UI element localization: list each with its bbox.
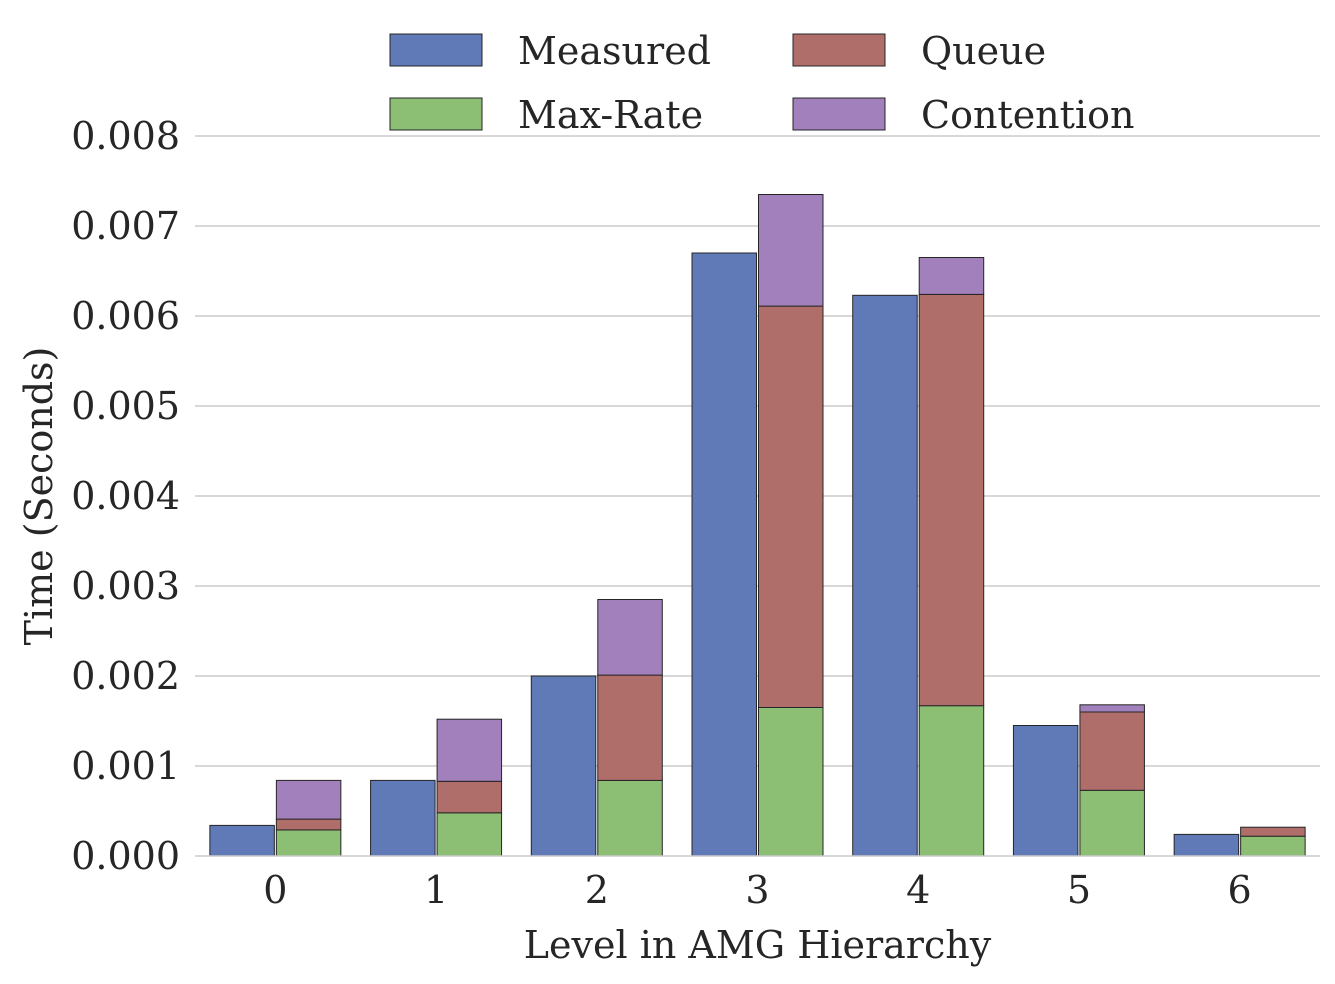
bar-max-rate-level-3 — [758, 707, 824, 857]
bar-queue-level-3 — [758, 305, 824, 708]
bar-measured-level-0 — [209, 824, 275, 857]
legend-swatch-max-rate — [389, 97, 483, 131]
x-tick-label: 4 — [906, 868, 930, 912]
y-tick-label: 0.006 — [71, 294, 180, 338]
bar-contention-level-4 — [918, 257, 985, 295]
bar-max-rate-level-0 — [275, 829, 342, 857]
y-tick-label: 0.000 — [71, 834, 180, 878]
x-tick-label: 2 — [585, 868, 609, 912]
bar-max-rate-level-6 — [1240, 835, 1306, 857]
bar-contention-level-1 — [436, 718, 503, 782]
bar-queue-level-2 — [597, 674, 663, 781]
y-tick-label: 0.005 — [71, 384, 180, 428]
y-tick-label: 0.002 — [71, 654, 180, 698]
legend-swatch-contention — [792, 97, 886, 131]
x-axis-label: Level in AMG Hierarchy — [524, 923, 992, 967]
bar-queue-level-5 — [1079, 711, 1145, 791]
legend-label-contention: Contention — [921, 93, 1134, 137]
x-tick-label: 5 — [1067, 868, 1091, 912]
legend-swatch-queue — [792, 33, 886, 67]
legend-label-measured: Measured — [518, 29, 711, 73]
y-tick-label: 0.008 — [71, 114, 180, 158]
bar-contention-level-3 — [758, 194, 824, 307]
bar-queue-level-1 — [436, 780, 503, 814]
bar-measured-level-5 — [1012, 725, 1079, 857]
bar-max-rate-level-1 — [436, 812, 503, 857]
x-tick-label: 1 — [424, 868, 448, 912]
bar-measured-level-6 — [1173, 833, 1240, 857]
bar-measured-level-4 — [852, 294, 918, 857]
bar-contention-level-2 — [597, 599, 663, 676]
bar-max-rate-level-4 — [918, 705, 985, 857]
bar-max-rate-level-5 — [1079, 789, 1145, 857]
y-axis-label: Time (Seconds) — [17, 347, 61, 646]
y-tick-label: 0.001 — [71, 744, 180, 788]
legend-label-max-rate: Max-Rate — [518, 93, 703, 137]
x-tick-label: 3 — [745, 868, 769, 912]
y-tick-label: 0.004 — [71, 474, 180, 518]
grid-lines — [195, 135, 1320, 767]
y-axis-ticks: 0.000 0.001 0.002 0.003 0.004 0.005 0.006 0.007… — [71, 114, 180, 878]
bar-queue-level-4 — [918, 293, 985, 707]
x-tick-label: 0 — [263, 868, 287, 912]
bar-measured-level-2 — [530, 675, 597, 857]
bar-contention-level-0 — [275, 779, 342, 820]
bar-measured-level-3 — [691, 252, 757, 857]
bar-queue-level-6 — [1240, 826, 1306, 837]
bar-contention-level-5 — [1079, 704, 1145, 713]
legend-swatch-measured — [389, 33, 483, 67]
bar-queue-level-0 — [275, 818, 342, 831]
x-axis-ticks: 0 1 2 3 4 5 6 — [263, 868, 1251, 912]
bar-measured-level-1 — [370, 779, 436, 857]
y-tick-label: 0.003 — [71, 564, 180, 608]
bars — [209, 194, 1306, 857]
y-tick-label: 0.007 — [71, 204, 180, 248]
bar-max-rate-level-2 — [597, 779, 663, 857]
legend: Measured Max-Rate Queue Contention — [389, 29, 1134, 137]
legend-label-queue: Queue — [921, 29, 1046, 73]
x-tick-label: 6 — [1228, 868, 1252, 912]
